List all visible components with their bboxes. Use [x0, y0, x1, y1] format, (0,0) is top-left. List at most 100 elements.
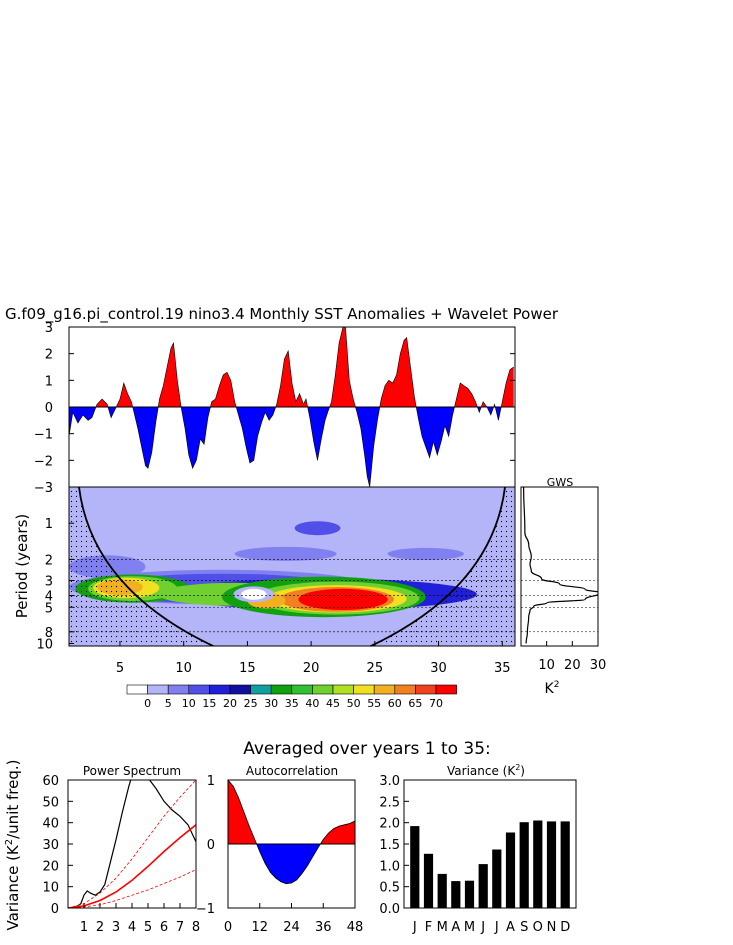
- x-tick-label: 2: [96, 920, 104, 935]
- autocorrelation-panel: Autocorrelation 1 0 −1 0 12 24 36 48: [196, 764, 363, 935]
- anomaly-line: [69, 327, 514, 487]
- spectrum-series-1: [68, 824, 196, 908]
- autocorrelation-y-ticks: 1 0 −1: [196, 774, 233, 917]
- x-tick-label: 10: [538, 658, 555, 673]
- y-tick-label: 1: [45, 517, 53, 532]
- y-tick-label: 20: [42, 859, 59, 874]
- colorbar-label: 25: [244, 697, 258, 710]
- x-tick-label: 10: [175, 661, 192, 676]
- power-spectrum-title: Power Spectrum: [83, 764, 181, 778]
- variance-bar-9: [533, 820, 543, 908]
- x-tick-label: 5: [144, 920, 152, 935]
- spectrum-series-2: [68, 780, 196, 908]
- x-tick-label: 4: [128, 920, 136, 935]
- month-label: J: [480, 920, 485, 935]
- x-tick-label: 15: [239, 661, 256, 676]
- x-tick-label: 5: [116, 661, 124, 676]
- power-contour-4: [234, 546, 337, 561]
- colorbar-label: 55: [367, 697, 381, 710]
- colorbar-label: 65: [408, 697, 422, 710]
- y-tick-label: 3.0: [379, 774, 400, 789]
- positive-autocorr-area: [228, 780, 355, 844]
- gws-x-ticks: 10 20 30: [538, 641, 606, 673]
- timeseries-panel: 3 2 1 0 −1 −2 −3: [34, 321, 516, 496]
- y-tick-label: 8: [45, 626, 53, 641]
- colorbar-cell-9: [312, 684, 334, 695]
- gws-title: GWS: [547, 476, 573, 489]
- power-contour-6: [294, 521, 341, 536]
- y-tick-label: 1: [207, 774, 215, 789]
- colorbar-label: 30: [264, 697, 278, 710]
- y-tick-label: 0: [207, 838, 215, 853]
- gws-xlabel: K2: [545, 680, 560, 697]
- colorbar-label: 10: [182, 697, 196, 710]
- x-tick-label: 3: [112, 920, 120, 935]
- y-tick-label: 40: [42, 817, 59, 832]
- cone-of-influence: [69, 487, 515, 646]
- power-contour-5: [387, 547, 464, 560]
- power-contour-19: [241, 588, 267, 600]
- variance-bar-3: [451, 881, 461, 908]
- month-label: J: [494, 920, 499, 935]
- gws-frame: [520, 486, 599, 647]
- y-tick-label: −1: [34, 428, 53, 443]
- y-tick-label: 2.0: [379, 817, 400, 832]
- x-tick-label: 30: [430, 661, 447, 676]
- colorbar-label: 35: [285, 697, 299, 710]
- power-contour-16: [298, 588, 388, 611]
- coi-right-curve: [368, 487, 506, 646]
- colorbar-cell-13: [394, 684, 416, 695]
- figure-title: G.f09_g16.pi_control.19 nino3.4 Monthly …: [5, 305, 559, 324]
- colorbar-cell-14: [415, 684, 437, 695]
- y-tick-label: 2.5: [379, 795, 400, 810]
- y-tick-label: 3: [45, 575, 53, 590]
- x-tick-label: 1: [80, 920, 88, 935]
- y-tick-label: 1: [45, 374, 53, 389]
- colorbar-label: 50: [347, 697, 361, 710]
- spectrum-series-3: [68, 869, 196, 908]
- y-tick-label: −3: [34, 481, 53, 496]
- x-tick-label: 20: [564, 658, 581, 673]
- y-tick-label: −2: [34, 454, 53, 469]
- y-tick-label: 0.0: [379, 902, 400, 917]
- month-label: J: [412, 920, 417, 935]
- y-tick-label: 1.0: [379, 859, 400, 874]
- y-tick-label: 0.5: [379, 881, 400, 896]
- x-tick-label: 30: [590, 658, 607, 673]
- x-tick-label: 25: [367, 661, 384, 676]
- variance-bar-8: [519, 822, 529, 908]
- month-label: M: [464, 920, 475, 935]
- wavelet-frame: [68, 486, 516, 647]
- positive-anomaly-area: [69, 327, 514, 407]
- x-tick-label: 24: [283, 920, 300, 935]
- y-tick-label: 5: [45, 601, 53, 616]
- autocorr-line: [228, 780, 355, 885]
- variance-bar-4: [464, 880, 475, 908]
- variance-bar-0: [410, 826, 420, 908]
- variance-bar-5: [478, 864, 488, 908]
- colorbar-label: 60: [388, 697, 402, 710]
- variance-bar-10: [546, 821, 557, 908]
- wavelet-ylabel: Period (years): [13, 514, 31, 619]
- y-tick-label: 60: [42, 774, 59, 789]
- month-label: N: [547, 920, 557, 935]
- variance-y-ticks: 0.0 0.5 1.0 1.5 2.0 2.5 3.0: [379, 774, 409, 917]
- colorbar-cell-2: [167, 684, 190, 695]
- colorbar-cell-5: [229, 684, 251, 695]
- y-tick-label: 4: [45, 590, 53, 605]
- variance-bar-2: [437, 873, 447, 908]
- variance-bars: [410, 820, 570, 908]
- x-tick-label: 20: [303, 661, 320, 676]
- y-tick-label: 30: [42, 838, 59, 853]
- y-tick-label: 10: [36, 637, 53, 652]
- x-tick-label: 0: [224, 920, 232, 935]
- colorbar-cell-10: [332, 684, 354, 695]
- y-tick-label: −1: [196, 902, 215, 917]
- x-tick-label: 7: [176, 920, 184, 935]
- month-label: A: [451, 920, 460, 935]
